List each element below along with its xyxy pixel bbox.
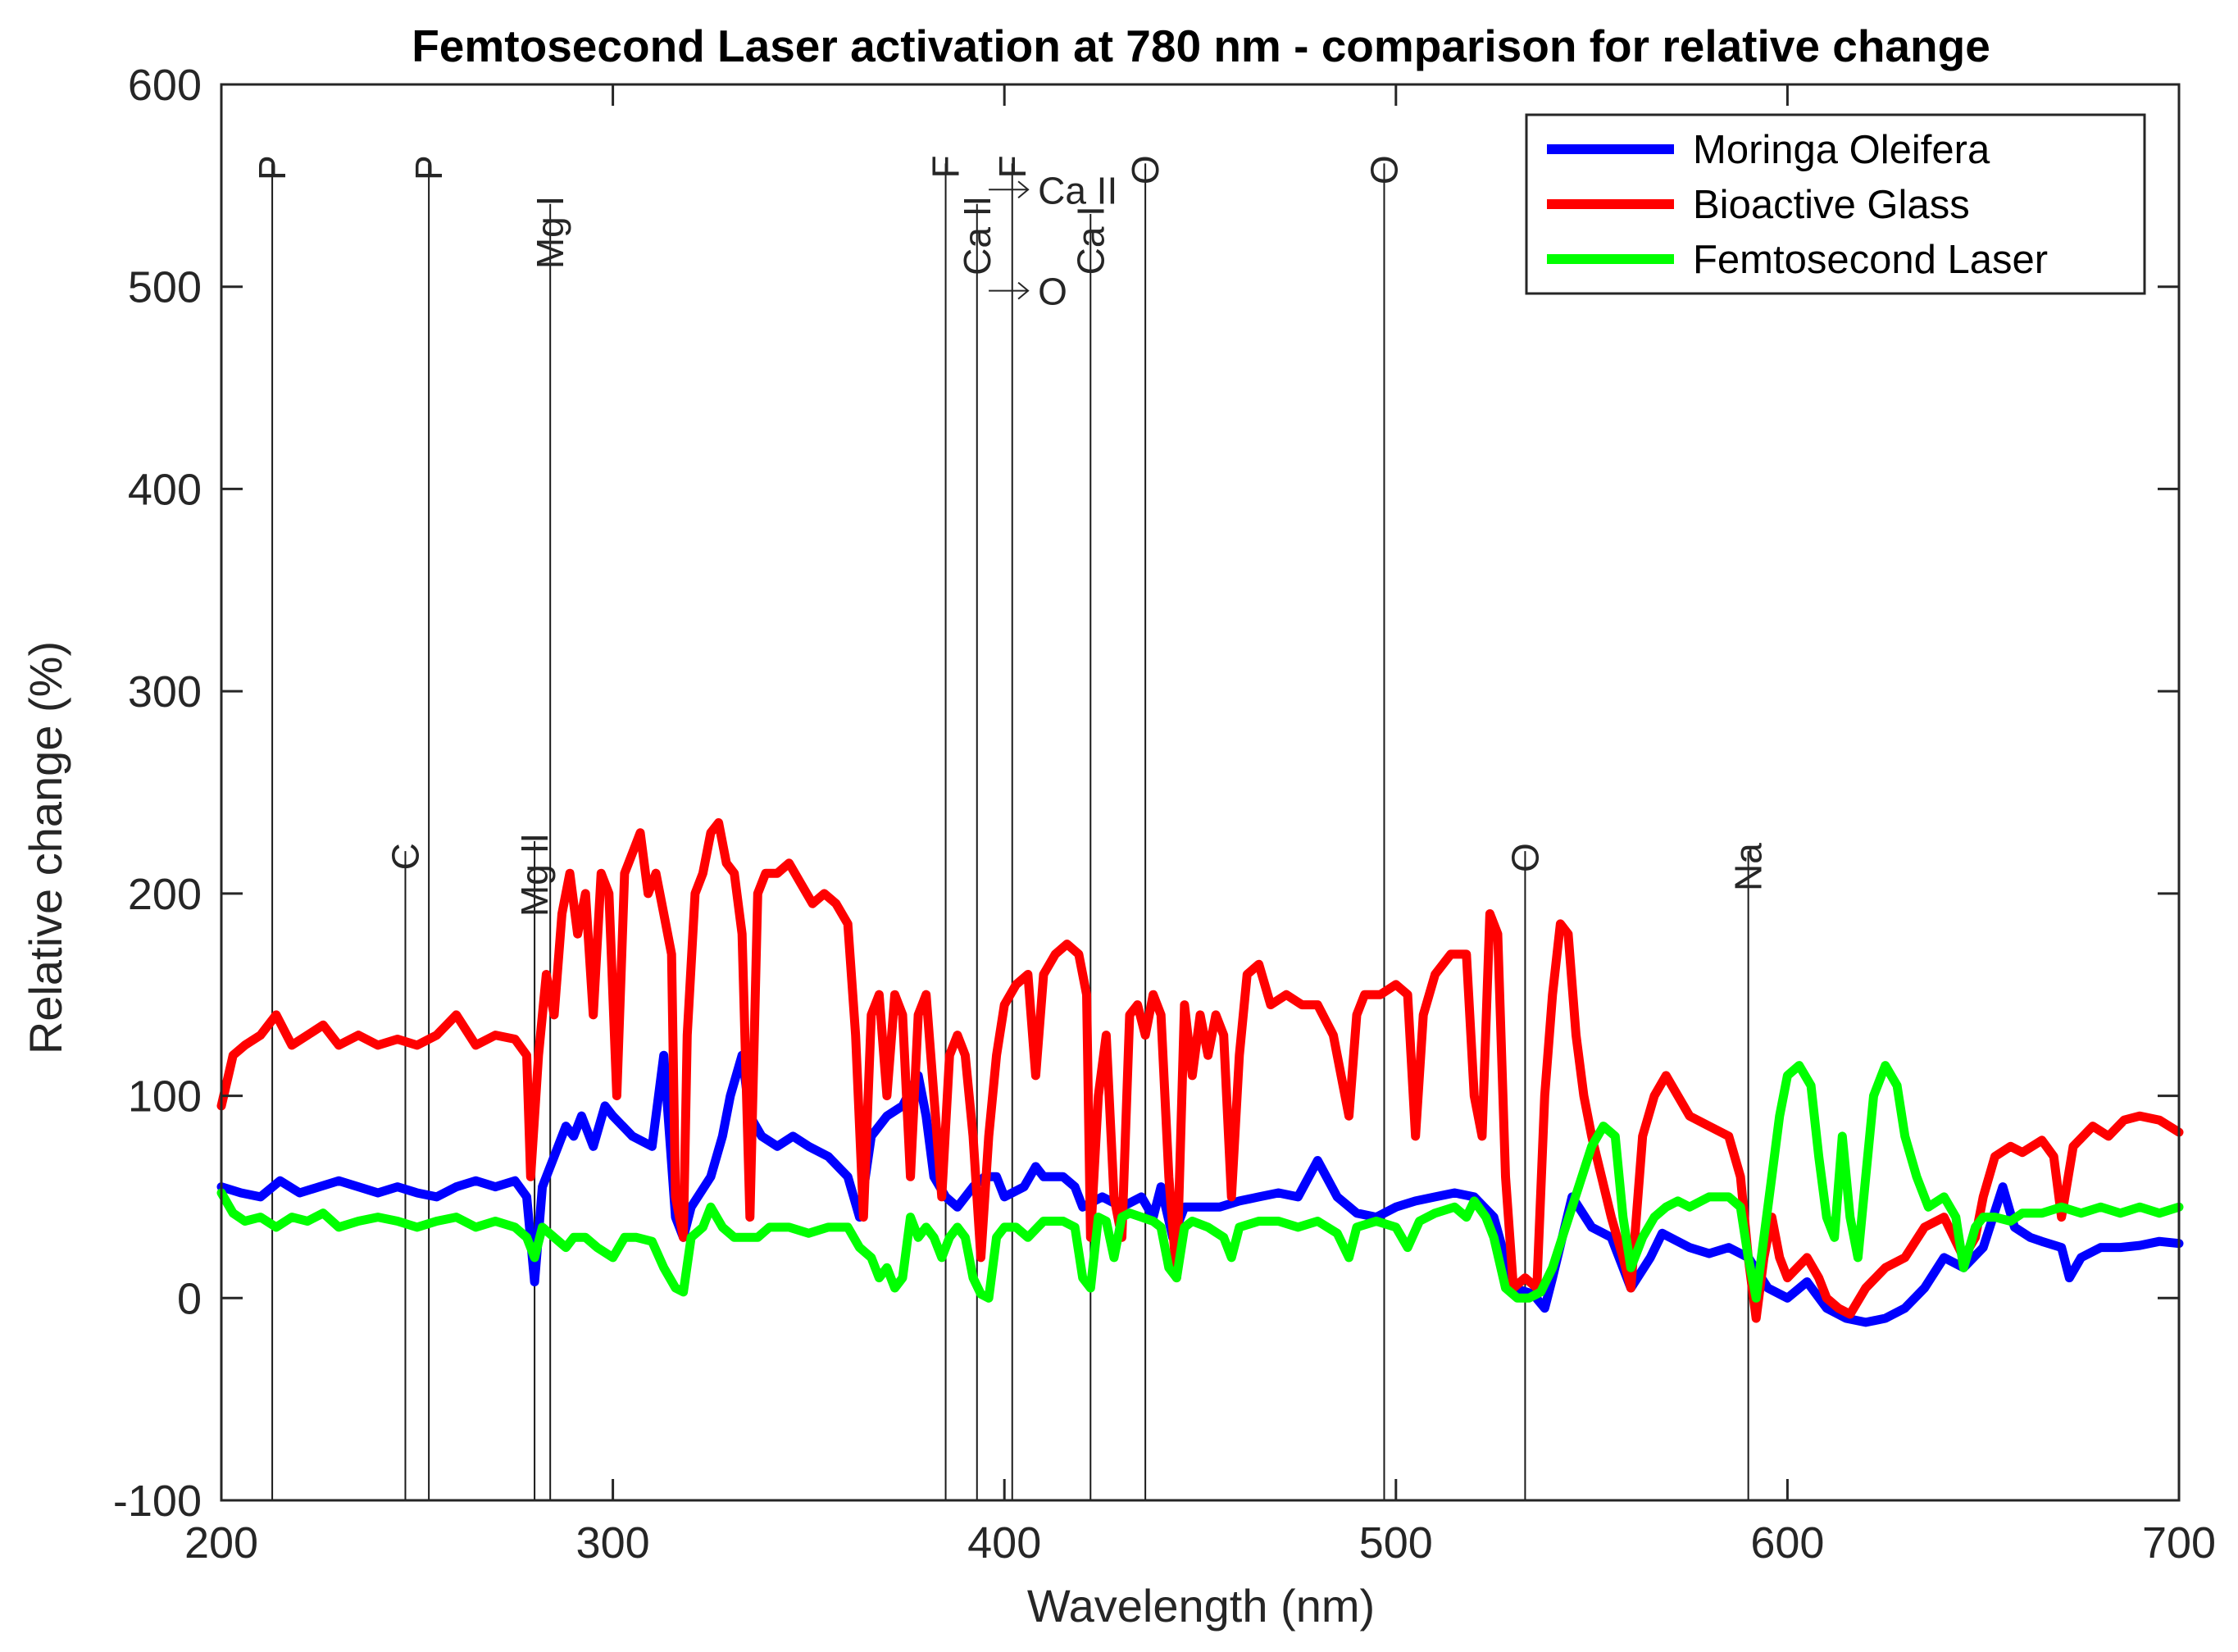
y-tick-label-0: -100 [113,1477,202,1526]
element-label-12: Na [1727,843,1770,891]
y-tick-label-2: 100 [128,1072,202,1122]
data-series [216,818,2184,1327]
element-label-10: O [1362,155,1405,184]
x-tick-label-4: 600 [1750,1518,1824,1568]
legend: Moringa Oleifera Bioactive Glass Femtoseco… [1525,113,2146,295]
plot-frame [220,83,2181,1502]
y-tick-label-3: 200 [128,870,202,919]
element-label-3: Mg II [513,833,556,917]
x-tick-label-5: 700 [2142,1518,2216,1568]
element-label-8: Ca I [1069,206,1112,275]
x-tick-label-1: 300 [576,1518,650,1568]
element-label-2: P [407,155,450,180]
chart-title: Femtosecond Laser activation at 780 nm -… [412,20,1990,71]
y-tick-label-5: 400 [128,465,202,514]
annotation-arrowhead-1 [1017,281,1030,300]
annotation-label-0: Ca II [1038,169,1117,212]
series-line-femtosecond-laser [216,1061,2184,1303]
element-label-1: C [384,843,426,870]
axes: 200 300 400 500 600 700 -100 0 100 200 300 400 500 60… [113,61,2216,1568]
y-tick-label-4: 300 [128,667,202,717]
element-label-0: P [251,155,293,180]
y-axis-title: Relative change (%) [20,641,71,1054]
element-label-5: F [925,155,967,178]
element-label-6: Ca II [956,196,998,275]
series-line-bioactive-glass [216,818,2184,1323]
x-tick-label-3: 500 [1359,1518,1433,1568]
y-tick-label-6: 500 [128,263,202,312]
x-tick-label-2: 400 [967,1518,1041,1568]
annotations: Ca II O [989,169,1117,313]
y-tick-label-7: 600 [128,61,202,110]
legend-label-femtosecond-laser: Femtosecond Laser [1693,238,2048,282]
element-label-9: O [1124,155,1167,184]
annotation-arrowhead-0 [1017,180,1030,199]
legend-label-bioactive-glass: Bioactive Glass [1693,183,1970,227]
annotation-label-1: O [1038,271,1067,313]
legend-label-moringa-oleifera: Moringa Oleifera [1693,128,1990,172]
y-tick-label-1: 0 [177,1274,202,1323]
element-label-4: Mg I [529,196,571,269]
x-tick-label-0: 200 [184,1518,258,1568]
x-axis-title: Wavelength (nm) [1027,1580,1375,1632]
element-label-7: F [991,155,1034,178]
element-label-11: O [1503,843,1546,872]
